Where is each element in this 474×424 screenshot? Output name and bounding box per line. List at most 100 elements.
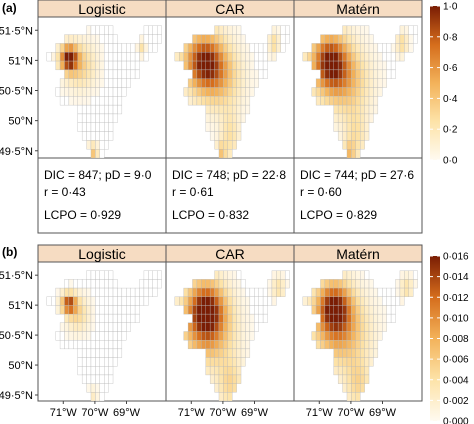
- map-cell: [412, 279, 418, 289]
- map-cell: [342, 279, 348, 289]
- map-cell: [390, 305, 396, 315]
- map-cell: [337, 87, 343, 97]
- map-cell: [209, 357, 215, 367]
- map-cell: [209, 331, 215, 341]
- map-cell: [236, 96, 242, 106]
- map-cell: [86, 131, 92, 141]
- map-cell: [236, 113, 242, 123]
- facet-title-a-car: CAR: [215, 1, 245, 17]
- map-cell: [108, 122, 114, 132]
- map-cell: [187, 296, 193, 306]
- map-cell: [112, 357, 118, 367]
- map-cell: [373, 313, 379, 323]
- map-cell: [373, 331, 379, 341]
- map-cell: [267, 52, 273, 62]
- map-cell: [390, 52, 396, 62]
- map-cell: [183, 287, 189, 297]
- map-cell: [77, 34, 83, 44]
- map-cell: [351, 383, 356, 393]
- x-tick-label: 71°W: [178, 407, 206, 419]
- map-cell: [223, 131, 228, 141]
- map-cell: [77, 322, 83, 332]
- map-cell: [223, 392, 228, 401]
- map-cell: [377, 313, 383, 323]
- map-cell: [223, 279, 228, 289]
- map-cell: [360, 25, 365, 35]
- map-cell: [337, 60, 343, 71]
- stats-a-matern-r: r = 0·60: [300, 185, 342, 199]
- map-cell: [245, 69, 251, 79]
- map-cell: [249, 305, 255, 315]
- map-cell: [117, 348, 123, 358]
- map-cell: [218, 366, 224, 376]
- map-cell: [337, 366, 343, 376]
- map-cell: [232, 43, 237, 53]
- map-cell: [364, 69, 370, 79]
- map-cell: [90, 140, 96, 150]
- map-cell: [373, 69, 379, 79]
- map-cell: [218, 140, 224, 150]
- map-cell: [377, 305, 383, 315]
- map-cell: [254, 296, 259, 306]
- map-cell: [240, 113, 246, 123]
- map-cell: [108, 366, 114, 376]
- map-cell: [280, 34, 286, 44]
- map-cell: [232, 140, 237, 150]
- map-cell: [232, 313, 237, 323]
- map-cell: [99, 122, 105, 132]
- map-cell: [86, 69, 92, 79]
- y-tick-label: 50°N: [8, 360, 33, 372]
- map-cell: [342, 78, 348, 88]
- map-cell: [77, 69, 83, 79]
- x-tick-label: 70°W: [209, 407, 237, 419]
- stats-a-matern-dic: DIC = 744; pD = 27·6: [300, 168, 414, 182]
- map-cell: [245, 87, 251, 97]
- map-cell: [214, 279, 220, 289]
- map-cell: [329, 296, 334, 306]
- map-cell: [139, 34, 145, 44]
- map-cell: [386, 43, 392, 53]
- facet-strip-a-matern: [294, 0, 422, 17]
- map-cell: [320, 287, 326, 297]
- map-cell: [121, 87, 127, 97]
- map-cell: [95, 131, 100, 141]
- map-cell: [227, 96, 233, 106]
- map-cell: [315, 305, 321, 315]
- map-cell: [143, 296, 149, 306]
- map-cell: [64, 69, 70, 79]
- map-cell: [368, 34, 374, 44]
- map-cell: [227, 287, 233, 297]
- x-tick-label: 69°W: [241, 407, 269, 419]
- map-cell: [130, 287, 136, 297]
- map-cell: [240, 305, 246, 315]
- map-cell: [271, 296, 277, 306]
- colorbar-tick-label: 0·002: [443, 396, 469, 407]
- map-cell: [196, 296, 202, 306]
- map-cell: [214, 60, 220, 71]
- map-cell: [337, 43, 343, 53]
- map-cell: [382, 43, 387, 53]
- map-cell: [64, 296, 70, 306]
- map-cell: [337, 348, 343, 358]
- map-cell: [254, 52, 259, 62]
- map-cell: [368, 113, 374, 123]
- map-cell: [95, 43, 100, 53]
- map-cell: [377, 296, 383, 306]
- map-cell: [240, 78, 246, 88]
- map-cell: [337, 331, 343, 341]
- map-cell: [223, 383, 228, 393]
- map-cell: [148, 43, 153, 53]
- map-cell: [68, 313, 74, 323]
- map-cell: [64, 34, 70, 44]
- map-cell: [77, 52, 83, 62]
- map-cell: [95, 96, 100, 106]
- map-cell: [134, 313, 140, 323]
- map-cell: [209, 52, 215, 62]
- map-cell: [192, 287, 198, 297]
- map-cell: [337, 113, 343, 123]
- stats-a-matern-lcpo: LCPO = 0·829: [300, 208, 377, 222]
- map-cell: [333, 78, 339, 88]
- map-cell: [104, 25, 109, 35]
- map-cell: [232, 270, 237, 280]
- map-cell: [77, 122, 83, 132]
